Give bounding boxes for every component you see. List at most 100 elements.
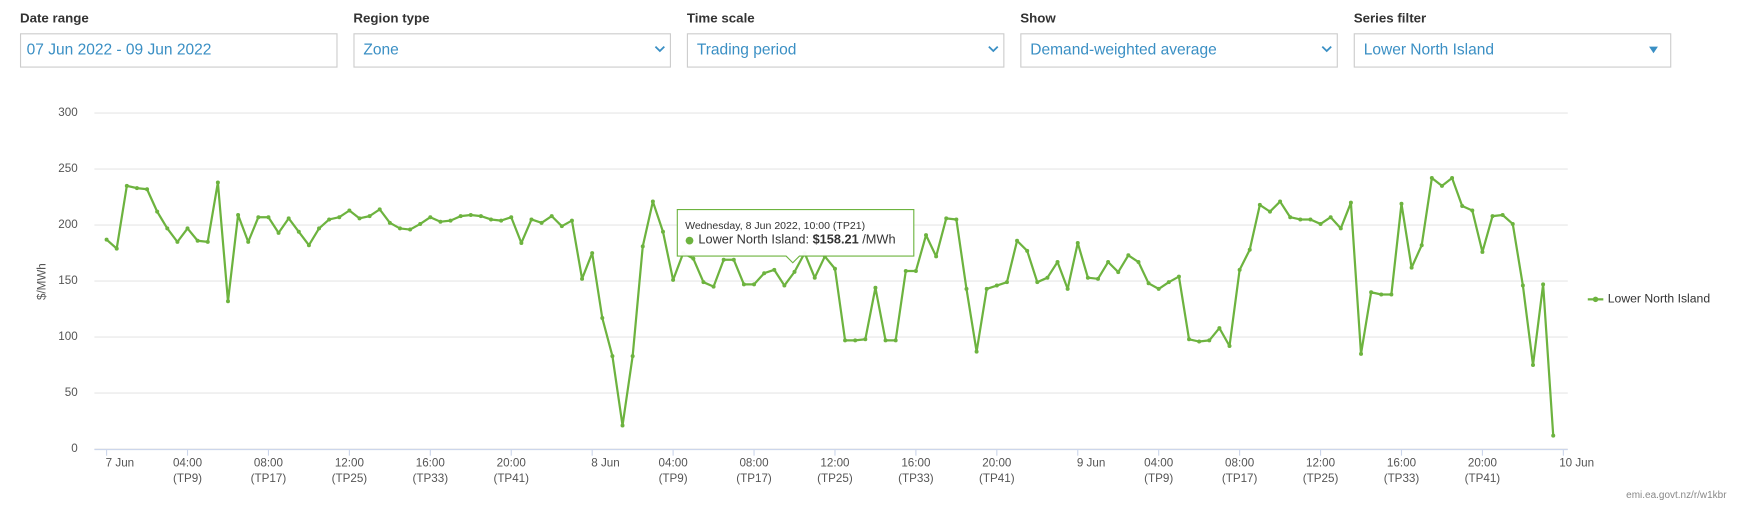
- point: [367, 214, 372, 219]
- dropdown-value[interactable]: Zone: [363, 42, 398, 59]
- x-tick-label: 16:00: [901, 457, 931, 470]
- point: [1116, 270, 1121, 275]
- point: [873, 285, 878, 290]
- control-label: Time scale: [687, 10, 755, 25]
- legend-label[interactable]: Lower North Island: [1608, 292, 1710, 306]
- point: [529, 217, 534, 222]
- x-tick-label: 04:00: [173, 457, 203, 470]
- dropdown-value[interactable]: 07 Jun 2022 - 09 Jun 2022: [27, 42, 212, 59]
- axes: 0 50 100 150 200 250 300 7 Jun 04:00 (TP9) 08:00 (T…: [58, 106, 1594, 485]
- point: [711, 284, 716, 289]
- point: [934, 254, 939, 259]
- tooltip-value: $158.21: [813, 232, 859, 247]
- point: [1409, 265, 1414, 270]
- x-tick-label: 9 Jun: [1077, 457, 1105, 470]
- point: [478, 214, 483, 219]
- point: [954, 217, 959, 222]
- point: [418, 221, 423, 226]
- dropdown[interactable]: [686, 33, 1005, 68]
- point: [620, 423, 625, 428]
- point: [145, 187, 150, 192]
- point: [792, 269, 797, 274]
- x-tick-label: 10 Jun: [1559, 457, 1594, 470]
- x-tick-label: 16:00: [416, 457, 446, 470]
- dropdown-value[interactable]: Lower North Island: [1364, 42, 1494, 59]
- point: [610, 354, 615, 359]
- point: [782, 283, 787, 288]
- x-tick-label: 20:00: [1468, 457, 1498, 470]
- x-tick-period: (TP41): [1465, 472, 1501, 485]
- dropdown[interactable]: [353, 33, 671, 68]
- point: [499, 218, 504, 223]
- point: [762, 271, 767, 276]
- point: [1541, 282, 1546, 287]
- point: [1359, 351, 1364, 356]
- point: [580, 276, 585, 281]
- x-tick-period: (TP33): [413, 472, 449, 485]
- point: [1399, 201, 1404, 206]
- point: [1348, 200, 1353, 205]
- point: [1328, 215, 1333, 220]
- point: [1460, 204, 1465, 209]
- x-tick-label: 08:00: [1225, 457, 1255, 470]
- dropdown-value[interactable]: Demand-weighted average: [1030, 42, 1216, 59]
- point: [1146, 281, 1151, 286]
- x-tick-label: 16:00: [1387, 457, 1417, 470]
- control-label: Show: [1020, 10, 1056, 25]
- control-label: Date range: [20, 10, 89, 25]
- point: [1267, 209, 1272, 214]
- tooltip-series: Lower North Island:: [698, 232, 809, 247]
- point: [458, 214, 463, 219]
- dropdown[interactable]: [19, 33, 338, 68]
- point: [155, 209, 160, 214]
- point: [883, 338, 888, 343]
- point: [104, 237, 109, 242]
- point: [1480, 249, 1485, 254]
- dropdown[interactable]: [1353, 33, 1672, 68]
- point: [397, 226, 402, 231]
- point: [1136, 260, 1141, 265]
- grid: [94, 112, 1568, 450]
- point: [630, 354, 635, 359]
- x-tick-label: 12:00: [1306, 457, 1336, 470]
- point: [1551, 433, 1556, 438]
- point: [1429, 176, 1434, 181]
- point: [1530, 363, 1535, 368]
- point: [175, 239, 180, 244]
- point: [1369, 290, 1374, 295]
- point: [1338, 226, 1343, 231]
- point: [1298, 217, 1303, 222]
- x-tick-label: 7 Jun: [106, 457, 134, 470]
- point: [387, 220, 392, 225]
- point: [1278, 199, 1283, 204]
- dropdown[interactable]: [1020, 33, 1338, 68]
- x-tick-period: (TP9): [659, 472, 688, 485]
- x-tick-label: 20:00: [982, 457, 1012, 470]
- point: [489, 217, 494, 222]
- y-tick-label: 250: [58, 162, 78, 175]
- x-tick-label: 04:00: [659, 457, 689, 470]
- point: [509, 215, 514, 220]
- control-label: Region type: [353, 10, 429, 25]
- point: [1247, 247, 1252, 252]
- point: [1065, 286, 1070, 291]
- x-tick-period: (TP33): [1384, 472, 1420, 485]
- point: [741, 282, 746, 287]
- point: [731, 257, 736, 262]
- point: [913, 268, 918, 273]
- point: [1439, 183, 1444, 188]
- point: [519, 240, 524, 245]
- point: [1237, 267, 1242, 272]
- x-tick-label: 12:00: [335, 457, 365, 470]
- point: [377, 207, 382, 212]
- x-tick-label: 12:00: [820, 457, 850, 470]
- point: [832, 266, 837, 271]
- legend: Lower North Island: [1587, 292, 1710, 306]
- point: [1470, 208, 1475, 213]
- x-tick-period: (TP25): [332, 472, 368, 485]
- point: [600, 316, 605, 321]
- x-tick-period: (TP33): [898, 472, 934, 485]
- point: [1126, 253, 1131, 258]
- dropdown-value[interactable]: Trading period: [697, 42, 797, 59]
